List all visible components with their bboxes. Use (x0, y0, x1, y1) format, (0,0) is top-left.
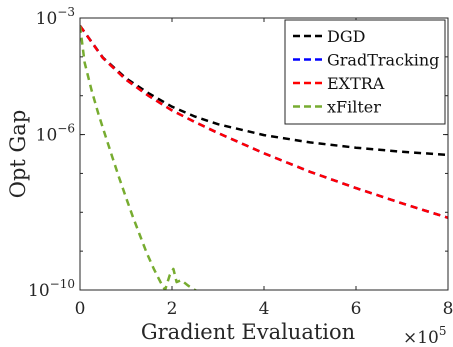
y-tick-base: 10 (36, 9, 58, 29)
y-tick-base: 10 (36, 126, 58, 146)
x-axis-multiplier-base: ×10 (403, 328, 439, 347)
series-line-xfilter (80, 25, 198, 290)
y-tick-label: 10−6 (36, 122, 75, 146)
y-tick-label: 10−3 (36, 5, 75, 29)
x-axis-label: Gradient Evaluation (141, 320, 355, 344)
y-tick-base: 10 (28, 281, 50, 301)
x-tick-label: 6 (351, 299, 362, 319)
x-tick-label: 4 (259, 299, 270, 319)
series-layer (80, 25, 448, 290)
axis-layer: 0 2 4 6 810−310−610−10 (28, 5, 453, 319)
legend-label-extra: EXTRA (327, 74, 385, 93)
x-tick-label: 2 (167, 299, 178, 319)
y-tick-exponent: −3 (57, 5, 75, 19)
x-axis-multiplier-exponent: 5 (439, 324, 447, 338)
series-line-extra (80, 25, 448, 219)
y-tick-exponent: −10 (50, 277, 75, 291)
y-axis-label: Opt Gap (6, 110, 30, 199)
x-tick-label: 8 (443, 299, 453, 319)
x-axis-multiplier: ×105 (403, 324, 447, 347)
legend-label-dgd: DGD (327, 27, 365, 46)
y-tick-exponent: −6 (57, 122, 75, 136)
x-tick-label: 0 (75, 299, 86, 319)
legend-box (284, 19, 446, 125)
y-tick-label: 10−10 (28, 277, 75, 301)
legend-label-xfilter: xFilter (327, 98, 381, 117)
legend-label-gradtracking: GradTracking (327, 51, 439, 70)
legend: DGD GradTracking EXTRA xFilter (284, 19, 446, 125)
